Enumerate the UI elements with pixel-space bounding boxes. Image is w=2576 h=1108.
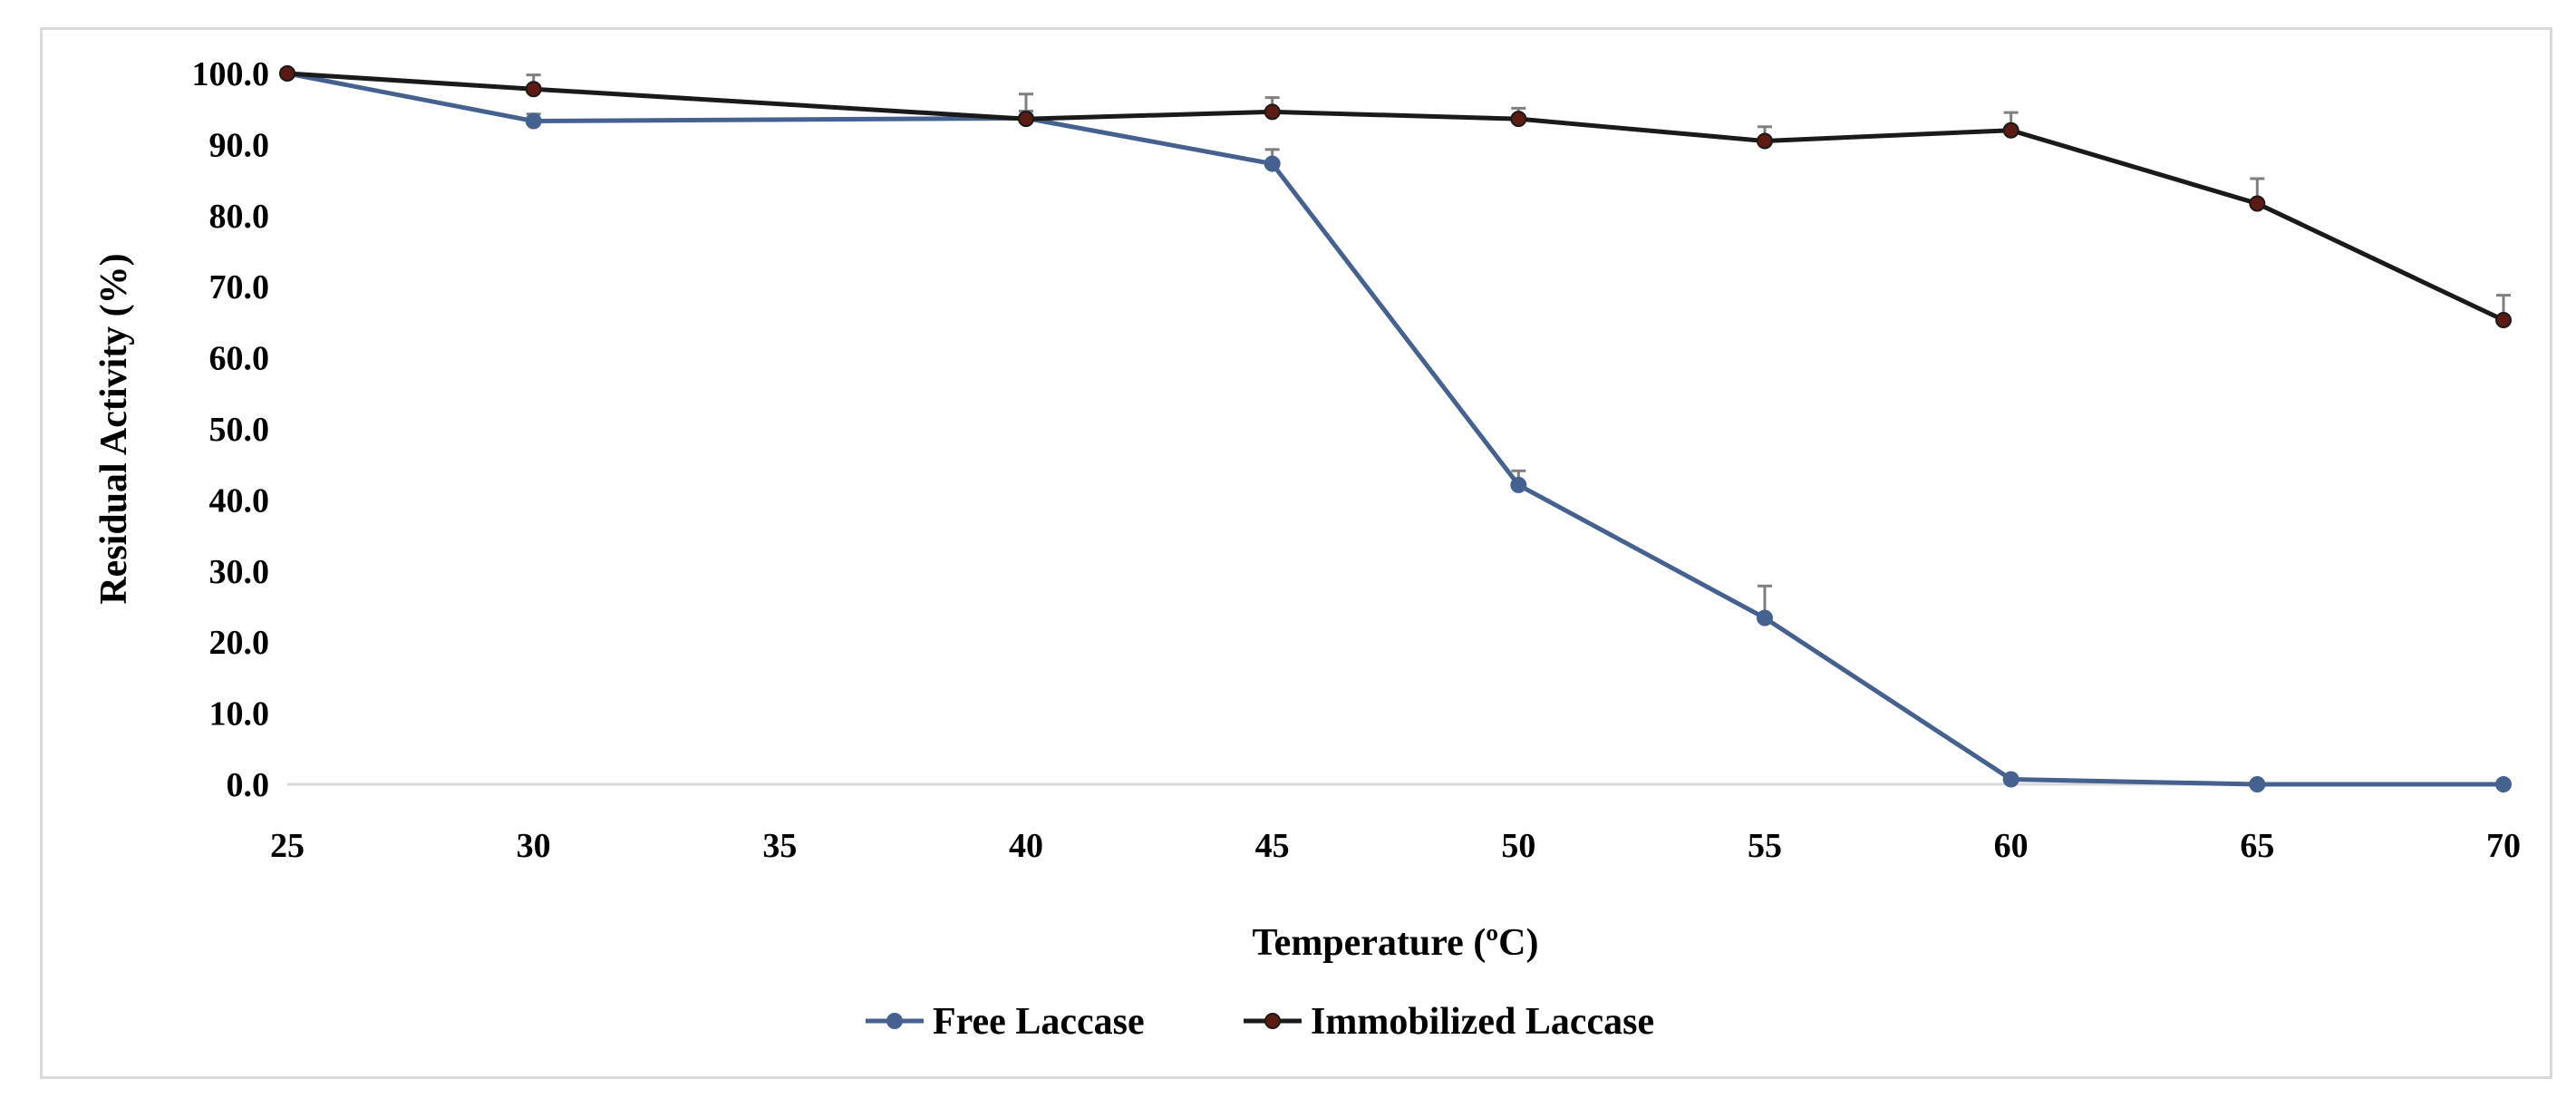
- legend: Free Laccase Immobilized Laccase: [866, 1001, 1654, 1043]
- legend-label: Free Laccase: [933, 1001, 1145, 1043]
- x-tick-label: 65: [2240, 827, 2274, 865]
- x-tick-label: 60: [1994, 827, 2029, 865]
- series-line-immobilized-laccase: [286, 71, 2505, 323]
- data-point-free-laccase: [1264, 155, 1281, 172]
- y-tick-label: 50.0: [209, 411, 270, 449]
- legend-marker: [1264, 1013, 1281, 1029]
- y-tick-label: 40.0: [209, 481, 270, 520]
- data-point-immobilized-laccase: [2002, 121, 2019, 139]
- y-axis-ticks: 0.0 10.0 20.0 30.0 40.0 50.0 60.0 70.0 80.0 90.0 1…: [192, 55, 270, 804]
- y-tick-label: 30.0: [209, 553, 270, 591]
- x-tick-label: 55: [1748, 827, 1782, 865]
- series-layer: [279, 65, 2512, 792]
- y-tick-label: 100.0: [192, 55, 270, 93]
- y-tick-label: 60.0: [209, 340, 270, 378]
- x-tick-label: 45: [1255, 827, 1290, 865]
- x-tick-label: 35: [762, 827, 797, 865]
- chart-area: 0.0 10.0 20.0 30.0 40.0 50.0 60.0 70.0 80.0 90.0 1…: [40, 27, 2552, 1079]
- legend-item-free-laccase: Free Laccase: [866, 1001, 1145, 1043]
- series-immobilized-laccase: [279, 65, 2512, 329]
- x-axis-title: Temperature (ºC): [1253, 922, 1539, 964]
- x-tick-label: 70: [2486, 827, 2521, 865]
- data-point-free-laccase: [1757, 609, 1773, 627]
- x-axis-ticks: 25 30 35 40 45 50 55 60 65 70: [270, 827, 2521, 865]
- y-tick-label: 90.0: [209, 126, 270, 164]
- x-tick-label: 25: [270, 827, 305, 865]
- data-point-immobilized-laccase: [1757, 132, 1773, 150]
- data-point-free-laccase: [525, 112, 542, 130]
- data-point-free-laccase: [2002, 771, 2019, 788]
- data-point-free-laccase: [1510, 476, 1527, 493]
- data-point-immobilized-laccase: [2495, 312, 2512, 329]
- y-tick-label: 70.0: [209, 268, 270, 306]
- x-tick-label: 40: [1009, 827, 1043, 865]
- legend-item-immobilized-laccase: Immobilized Laccase: [1244, 1001, 1654, 1043]
- y-tick-label: 0.0: [227, 766, 270, 804]
- data-point-immobilized-laccase: [1510, 111, 1527, 128]
- data-point-free-laccase: [2249, 776, 2266, 792]
- data-point-immobilized-laccase: [279, 65, 295, 82]
- x-tick-label: 50: [1501, 827, 1535, 865]
- y-tick-label: 20.0: [209, 624, 270, 662]
- data-point-immobilized-laccase: [1264, 103, 1281, 121]
- x-tick-label: 30: [517, 827, 551, 865]
- data-point-immobilized-laccase: [1018, 111, 1034, 128]
- legend-label: Immobilized Laccase: [1311, 1001, 1654, 1043]
- data-point-immobilized-laccase: [2249, 195, 2266, 212]
- series-free-laccase: [279, 65, 2512, 792]
- y-tick-label: 80.0: [209, 198, 270, 236]
- y-axis-title: Residual Activity (%): [93, 253, 135, 604]
- data-point-free-laccase: [2495, 776, 2512, 792]
- data-point-immobilized-laccase: [525, 81, 542, 98]
- legend-marker: [886, 1013, 903, 1029]
- line-chart: 0.0 10.0 20.0 30.0 40.0 50.0 60.0 70.0 80.0 90.0 1…: [93, 55, 2521, 1043]
- y-tick-label: 10.0: [209, 695, 270, 734]
